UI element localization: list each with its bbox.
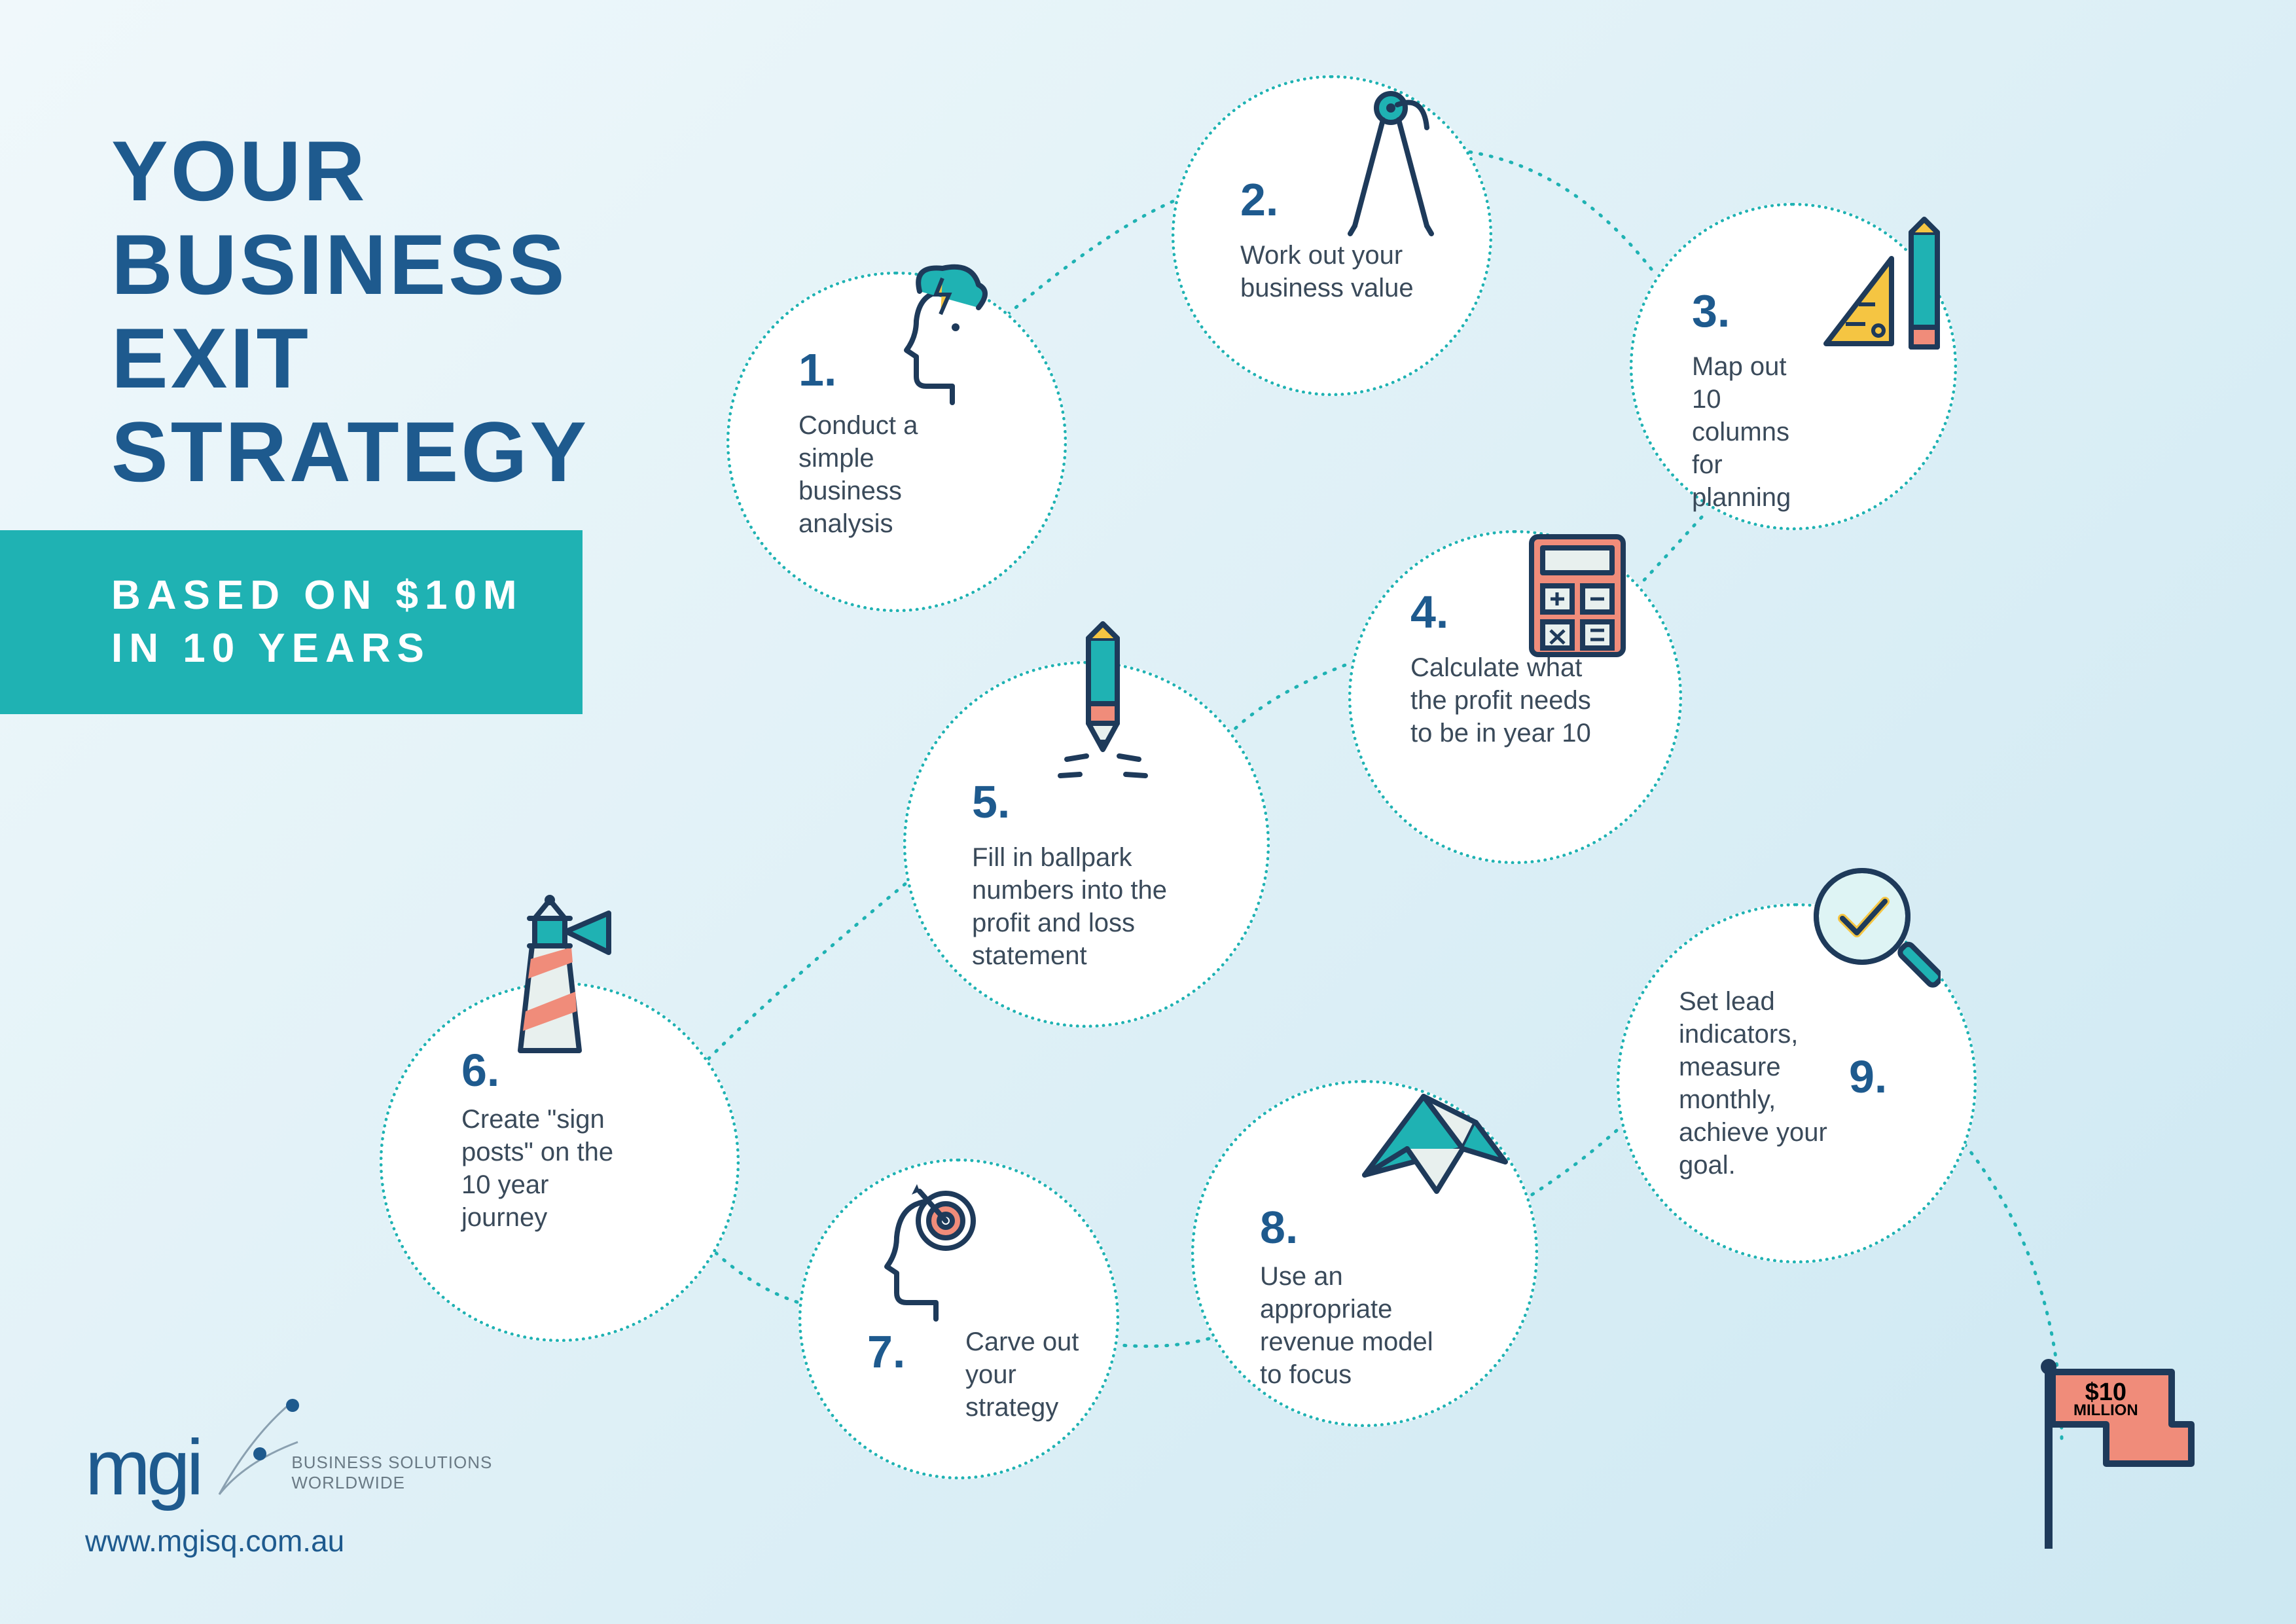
subtitle-text: BASED ON $10MIN 10 YEARS xyxy=(111,569,524,675)
step-text: Use an appropriate revenue model to focu… xyxy=(1260,1260,1443,1391)
step-number: 8. xyxy=(1260,1201,1298,1254)
step-6: 6.Create "sign posts" on the 10 year jou… xyxy=(380,982,740,1342)
step-number: 1. xyxy=(798,344,836,396)
magnifier-icon xyxy=(1797,854,1941,1008)
step-text: Create "sign posts" on the 10 year journ… xyxy=(461,1103,632,1234)
step-text: Work out your business value xyxy=(1240,239,1424,304)
step-9: 9.Set lead indicators, measure monthly, … xyxy=(1617,903,1977,1263)
ruler-icon xyxy=(1816,213,1954,367)
logo-mark-icon xyxy=(213,1396,304,1501)
step-4: 4.Calculate what the profit needs to be … xyxy=(1348,530,1682,864)
step-number: 2. xyxy=(1240,173,1278,226)
logo-name: mgi xyxy=(85,1422,200,1513)
step-7: 7. Carve out your strategy xyxy=(798,1159,1119,1479)
head-storm-icon xyxy=(880,259,1011,412)
step-number: 9. xyxy=(1849,1051,1887,1103)
step-text: Set lead indicators, measure monthly, ac… xyxy=(1679,985,1849,1182)
step-5: 5. Fill in ballpark numbers into the prof… xyxy=(903,661,1270,1028)
logo-tagline-2: WORLDWIDE xyxy=(291,1473,492,1493)
step-number: 4. xyxy=(1410,586,1448,638)
step-8: 8. Use an appropriate revenue model to fo… xyxy=(1191,1080,1538,1427)
origami-icon xyxy=(1345,1077,1515,1211)
lighthouse-icon xyxy=(481,874,612,1060)
step-2: 2. Work out your business value xyxy=(1172,75,1492,396)
step-text: Map out 10 columns for planning xyxy=(1692,350,1823,514)
step-3: 3. Map out 10 columns for planning xyxy=(1630,203,1957,530)
step-number: 3. xyxy=(1692,285,1730,337)
step-text: Conduct a simple business analysis xyxy=(798,409,982,540)
step-number: 5. xyxy=(972,776,1010,828)
page-title: YOURBUSINESSEXITSTRATEGY xyxy=(111,124,589,499)
goal-flag: $10 MILLION xyxy=(2028,1359,2198,1559)
compass-icon xyxy=(1332,88,1450,242)
subtitle-box: BASED ON $10MIN 10 YEARS xyxy=(0,530,583,714)
step-text: Carve out your strategy xyxy=(965,1326,1096,1424)
step-text: Fill in ballpark numbers into the profit… xyxy=(972,841,1188,972)
logo: mgi BUSINESS SOLUTIONS WORLDWIDE xyxy=(85,1396,492,1513)
step-1: 1. Conduct a simple business analysis xyxy=(726,272,1067,612)
website-url: www.mgisq.com.au xyxy=(85,1523,344,1559)
logo-tagline-1: BUSINESS SOLUTIONS xyxy=(291,1453,492,1473)
head-target-icon xyxy=(861,1175,992,1329)
step-number: 7. xyxy=(867,1326,905,1378)
flag-text: $10 MILLION xyxy=(2073,1381,2138,1418)
calculator-icon xyxy=(1522,527,1633,668)
pencil-write-icon xyxy=(1050,619,1155,792)
